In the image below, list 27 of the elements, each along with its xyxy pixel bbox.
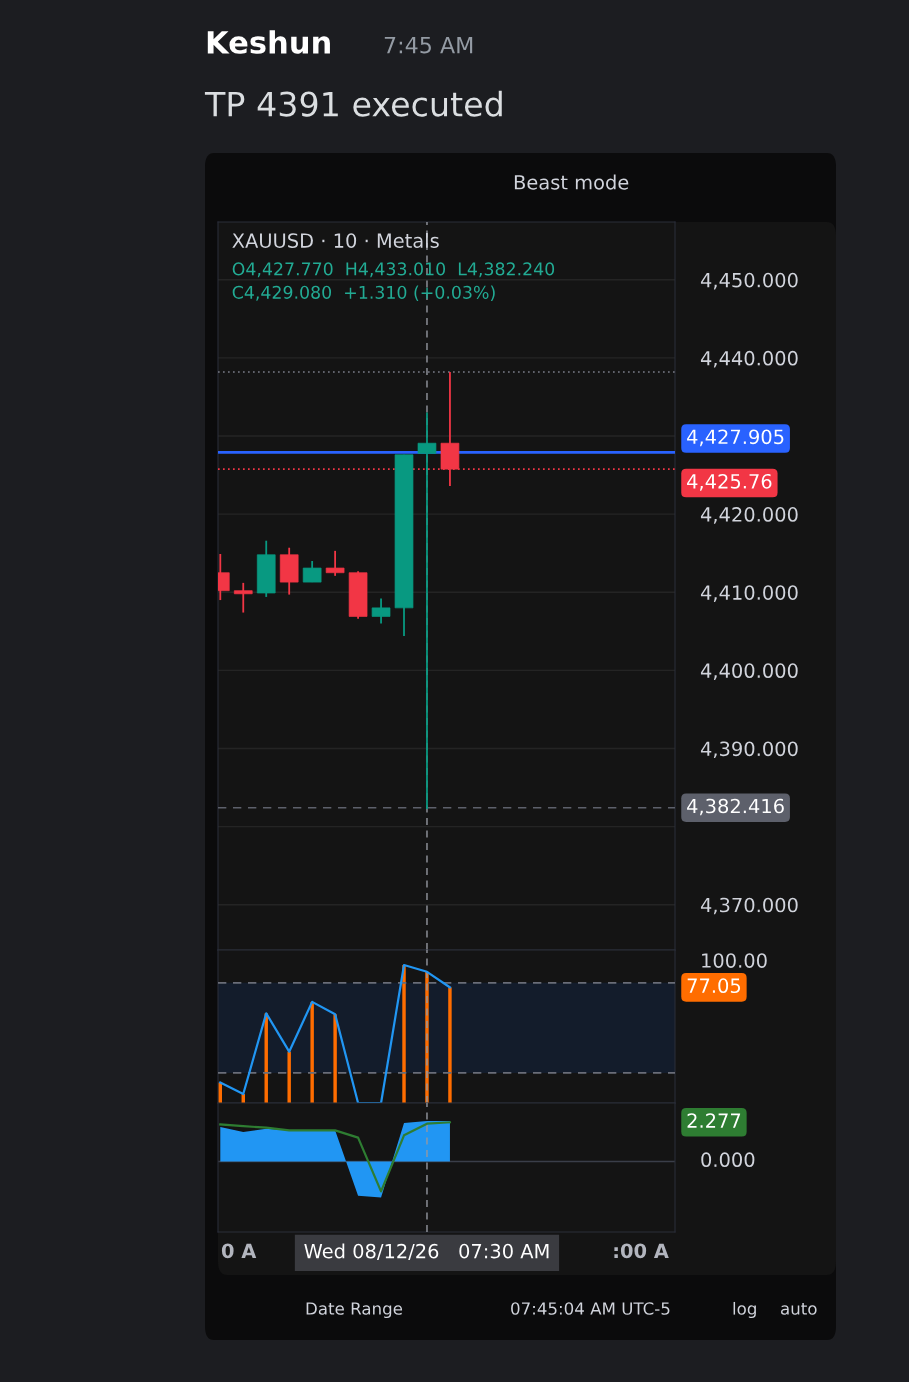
text: O4,427.770 H4,433.010 L4,382.240 C4,429.080 +1.310 (+0.03%) [232,262,555,301]
y-tick-label: 4,370.000 [700,897,798,915]
ref-line-label: 4,425.76 [687,473,772,491]
ref-line-label: Wed 08/12/26 07:30 AM [304,1243,549,1260]
y-tick-label: 4,390.000 [700,741,798,759]
text: 0.000 [701,1152,755,1168]
y-tick-label: 4,420.000 [700,507,798,524]
x-tick-label: 0 A [221,1243,257,1259]
x-tick-label: :00 A [614,1243,669,1259]
y-tick-label: 4,400.000 [700,663,798,681]
y-tick-label: 4,410.000 [700,585,798,602]
ref-line-label: 4,382.416 [687,798,784,816]
text: Date Range [306,1302,403,1319]
chart-title: XAUUSD · 10 · Metals [232,232,439,248]
text: 77.05 [687,978,741,994]
text: 7:45 AM [384,36,473,54]
text: TP 4391 executed [204,90,502,117]
y-tick-label: 4,450.000 [700,272,798,290]
text: auto [781,1302,817,1315]
ref-line-label: 4,427.905 [687,429,784,447]
text: 07:45:04 AM UTC-5 [511,1302,670,1315]
text: 2.277 [687,1113,741,1128]
text: Beast mode [514,174,629,190]
text: 100.00 [702,953,767,968]
text: Keshun [207,30,330,54]
y-tick-label: 4,440.000 [700,350,798,368]
text: log [733,1301,756,1319]
